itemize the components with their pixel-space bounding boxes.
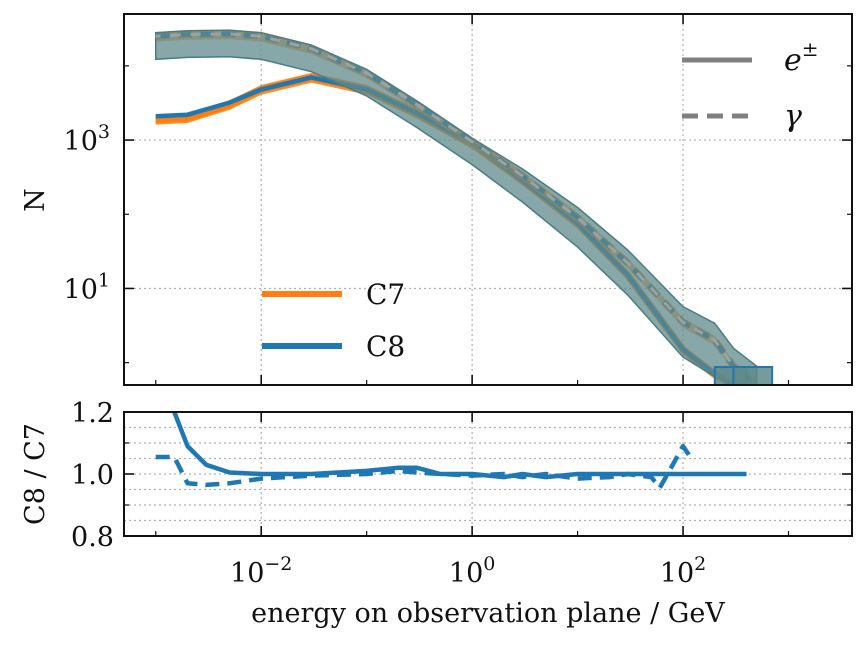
top-ytick-label: 101 (64, 269, 110, 305)
top-axes-frame (123, 13, 853, 386)
bottom-ytick-label: 1.2 (71, 398, 114, 429)
bottom-ytick-label: 0.8 (71, 522, 114, 553)
bottom-ticks: 0.8 1.0 1.2 10−2 100 102 (71, 398, 852, 589)
legend-style: e± γ (682, 37, 819, 134)
bottom-ylabel: C8 / C7 (20, 423, 51, 525)
top-plot-area (154, 29, 774, 385)
legend-code-label-1: C8 (366, 330, 405, 363)
bottom-plot-area (155, 412, 747, 491)
bottom-line-gamma (155, 443, 694, 491)
top-gridlines (124, 14, 852, 385)
legend-code-label-0: C7 (366, 278, 405, 311)
top-series-group (154, 29, 774, 385)
bottom-gridlines (124, 412, 852, 536)
top-line-gamma-overlay (155, 32, 758, 385)
legend-codes: C7 C8 (262, 278, 405, 363)
top-panel: 103 101 N e± γ C7 C8 (20, 13, 853, 386)
legend-style-label-1: γ (784, 99, 802, 134)
bottom-xtick-label: 102 (660, 553, 706, 589)
legend-style-label-0: e± (784, 37, 819, 78)
bottom-line-e (171, 412, 747, 480)
top-ticks: 103 101 (64, 14, 852, 385)
top-step-box (732, 366, 774, 385)
bottom-panel: 0.8 1.0 1.2 10−2 100 102 C8 / C7 energy on ob… (20, 398, 853, 629)
top-band-gamma (154, 29, 758, 385)
bottom-ytick-label: 1.0 (71, 460, 114, 491)
top-ylabel: N (20, 188, 51, 212)
bottom-xtick-label: 100 (449, 553, 495, 589)
bottom-xtick-label: 10−2 (230, 553, 292, 589)
top-ytick-label: 103 (64, 121, 110, 157)
bottom-series-group (155, 412, 747, 491)
bottom-xlabel: energy on observation plane / GeV (251, 598, 725, 629)
top-band-e-c7 (155, 72, 747, 385)
